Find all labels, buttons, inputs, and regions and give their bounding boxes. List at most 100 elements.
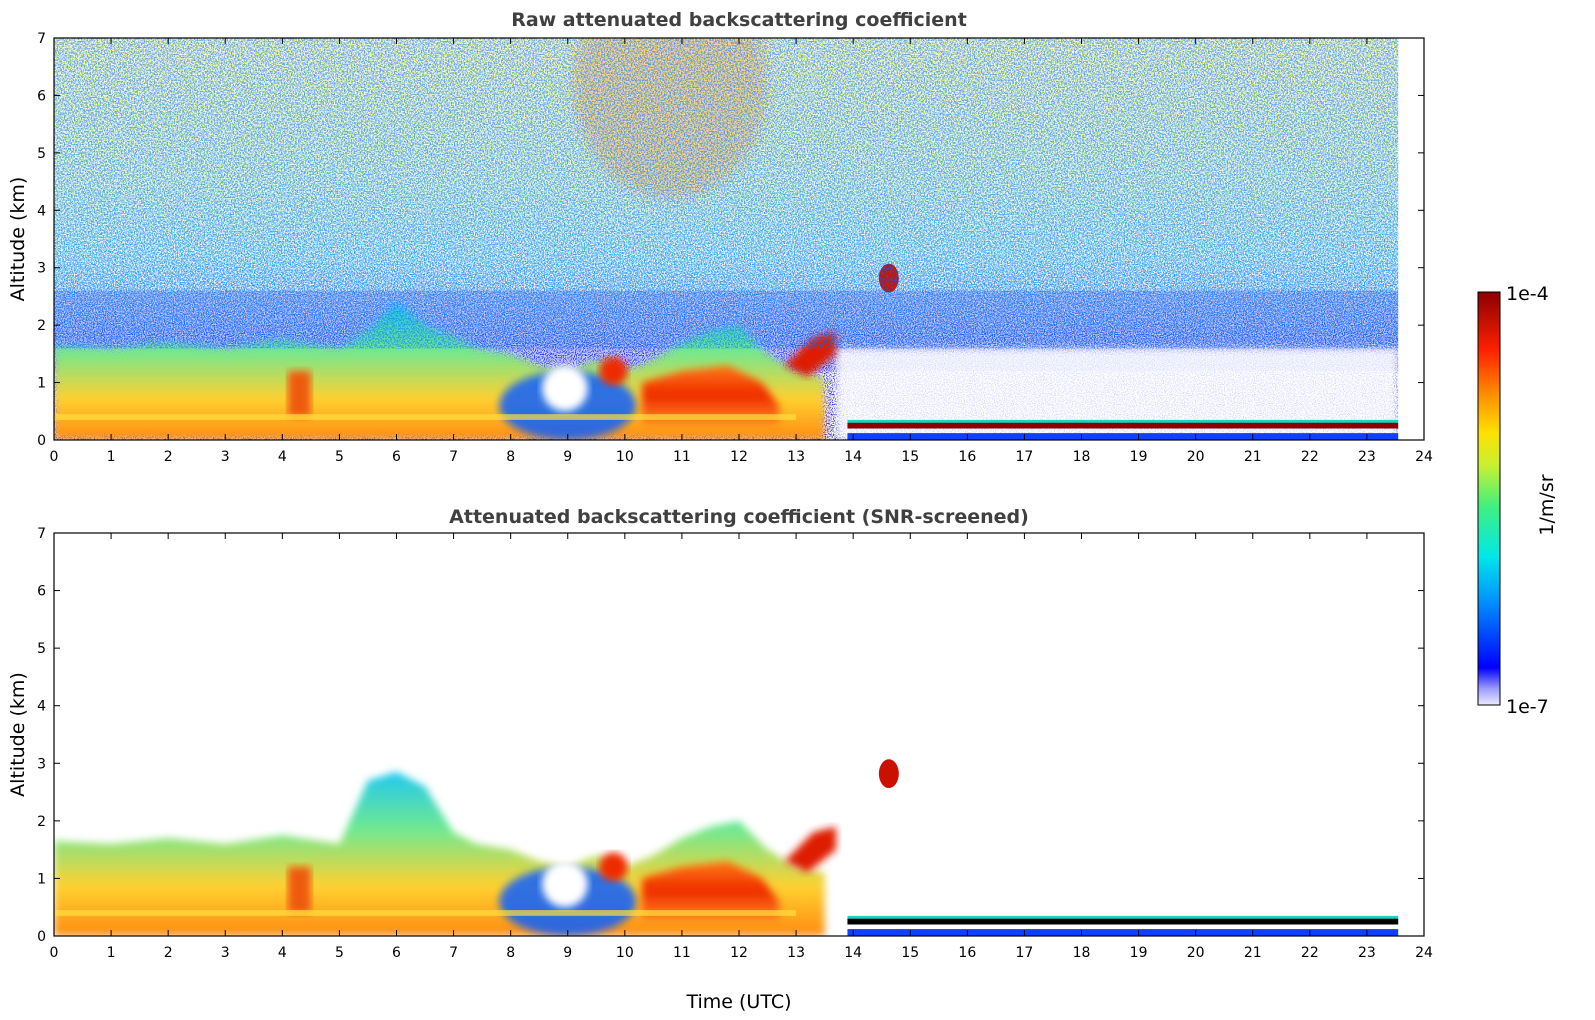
low-layer-core bbox=[847, 918, 1399, 925]
x-tick-label: 5 bbox=[335, 449, 344, 465]
surface-layer-line bbox=[54, 910, 797, 916]
speckle-noise bbox=[54, 38, 1399, 349]
x-tick-label: 19 bbox=[1130, 449, 1148, 465]
small-elevated-layer bbox=[878, 759, 899, 789]
aerosol-plume bbox=[599, 356, 628, 386]
x-tick-label: 7 bbox=[449, 945, 458, 961]
x-tick-label: 8 bbox=[506, 945, 515, 961]
heatmap-area bbox=[54, 38, 1424, 440]
x-tick-label: 2 bbox=[164, 449, 173, 465]
y-tick-label: 5 bbox=[37, 641, 46, 657]
x-tick-label: 4 bbox=[278, 449, 287, 465]
aerosol-plume bbox=[288, 371, 311, 418]
y-tick-label: 7 bbox=[37, 31, 46, 47]
high-backscatter-aerosol bbox=[641, 365, 779, 426]
x-tick-label: 22 bbox=[1301, 449, 1319, 465]
colorbar-max-label: 1e-4 bbox=[1506, 283, 1549, 305]
colorbar-min-label: 1e-7 bbox=[1506, 696, 1549, 718]
y-tick-label: 0 bbox=[37, 929, 46, 945]
x-tick-label: 21 bbox=[1244, 449, 1262, 465]
aerosol-plume bbox=[599, 852, 628, 882]
x-tick-label: 17 bbox=[1016, 449, 1034, 465]
x-tick-label: 9 bbox=[563, 945, 572, 961]
x-axis-label: Time (UTC) bbox=[685, 991, 791, 1013]
x-tick-label: 5 bbox=[335, 945, 344, 961]
x-tick-label: 3 bbox=[221, 945, 230, 961]
chart-title: Attenuated backscattering coefficient (S… bbox=[449, 506, 1029, 528]
x-tick-label: 1 bbox=[107, 449, 116, 465]
clear-pocket bbox=[542, 861, 588, 908]
x-tick-label: 12 bbox=[730, 449, 748, 465]
x-tick-label: 1 bbox=[107, 945, 116, 961]
x-tick-label: 24 bbox=[1415, 945, 1433, 961]
y-tick-label: 0 bbox=[37, 433, 46, 449]
x-tick-label: 4 bbox=[278, 945, 287, 961]
surface-layer-line bbox=[54, 414, 797, 420]
y-tick-label: 6 bbox=[37, 584, 46, 600]
y-tick-label: 4 bbox=[37, 203, 46, 219]
axis-ticks: 0 1 2 3 4 5 6 7 8 9 10 11 12 13 14 15 16 17 18 19 20 21 22 23 24… bbox=[37, 526, 1433, 961]
aerosol-plume bbox=[288, 866, 311, 913]
low-layer-bottom bbox=[847, 929, 1399, 936]
x-tick-label: 23 bbox=[1358, 945, 1376, 961]
x-tick-label: 6 bbox=[392, 449, 401, 465]
x-tick-label: 14 bbox=[844, 449, 862, 465]
x-tick-label: 13 bbox=[787, 945, 805, 961]
axis-ticks: 0 1 2 3 4 5 6 7 8 9 10 11 12 13 14 15 16 17 18 19 20 21 22 23 24… bbox=[37, 31, 1433, 465]
no-data-region bbox=[1398, 533, 1424, 936]
x-tick-label: 16 bbox=[958, 449, 976, 465]
y-tick-label: 3 bbox=[37, 756, 46, 772]
x-tick-label: 9 bbox=[563, 449, 572, 465]
low-layer-bottom bbox=[847, 433, 1399, 440]
x-tick-label: 21 bbox=[1244, 945, 1262, 961]
x-tick-label: 11 bbox=[673, 945, 691, 961]
colorbar: 1e-4 1e-7 1/m/sr bbox=[1477, 283, 1558, 718]
no-data-region bbox=[1398, 38, 1424, 440]
x-tick-label: 20 bbox=[1187, 449, 1205, 465]
x-tick-label: 2 bbox=[164, 945, 173, 961]
elevated-aerosol-layer bbox=[784, 826, 837, 873]
x-tick-label: 20 bbox=[1187, 945, 1205, 961]
x-tick-label: 6 bbox=[392, 945, 401, 961]
x-tick-label: 8 bbox=[506, 449, 515, 465]
x-tick-label: 15 bbox=[901, 945, 919, 961]
y-tick-label: 3 bbox=[37, 261, 46, 277]
x-tick-label: 13 bbox=[787, 449, 805, 465]
x-tick-label: 15 bbox=[901, 449, 919, 465]
y-tick-label: 2 bbox=[37, 814, 46, 830]
x-tick-label: 23 bbox=[1358, 449, 1376, 465]
x-tick-label: 10 bbox=[616, 945, 634, 961]
high-backscatter-aerosol bbox=[641, 861, 779, 922]
y-tick-label: 1 bbox=[37, 376, 46, 392]
raw-backscatter-panel: Raw attenuated backscattering coefficien… bbox=[7, 9, 1433, 465]
y-tick-label: 1 bbox=[37, 871, 46, 887]
x-tick-label: 0 bbox=[50, 945, 59, 961]
backscatter-features bbox=[54, 759, 1399, 936]
x-tick-label: 14 bbox=[844, 945, 862, 961]
colorbar-gradient bbox=[1477, 291, 1501, 706]
y-axis-label: Altitude (km) bbox=[7, 177, 29, 302]
x-tick-label: 16 bbox=[958, 945, 976, 961]
x-tick-label: 22 bbox=[1301, 945, 1319, 961]
x-tick-label: 18 bbox=[1073, 945, 1091, 961]
y-tick-label: 4 bbox=[37, 699, 46, 715]
y-tick-label: 2 bbox=[37, 318, 46, 334]
snr-screened-panel: Attenuated backscattering coefficient (S… bbox=[7, 506, 1433, 1013]
y-tick-label: 6 bbox=[37, 88, 46, 104]
colorbar-unit-label: 1/m/sr bbox=[1536, 474, 1558, 535]
y-tick-label: 7 bbox=[37, 526, 46, 542]
x-tick-label: 24 bbox=[1415, 449, 1433, 465]
x-tick-label: 18 bbox=[1073, 449, 1091, 465]
heatmap-area bbox=[54, 533, 1424, 936]
chart-title: Raw attenuated backscattering coefficien… bbox=[511, 9, 967, 31]
x-tick-label: 19 bbox=[1130, 945, 1148, 961]
x-tick-label: 10 bbox=[616, 449, 634, 465]
x-tick-label: 3 bbox=[221, 449, 230, 465]
low-layer-core bbox=[847, 422, 1399, 429]
backscatter-features bbox=[54, 38, 1399, 440]
y-tick-label: 5 bbox=[37, 146, 46, 162]
x-tick-label: 17 bbox=[1016, 945, 1034, 961]
x-tick-label: 0 bbox=[50, 449, 59, 465]
x-tick-label: 11 bbox=[673, 449, 691, 465]
